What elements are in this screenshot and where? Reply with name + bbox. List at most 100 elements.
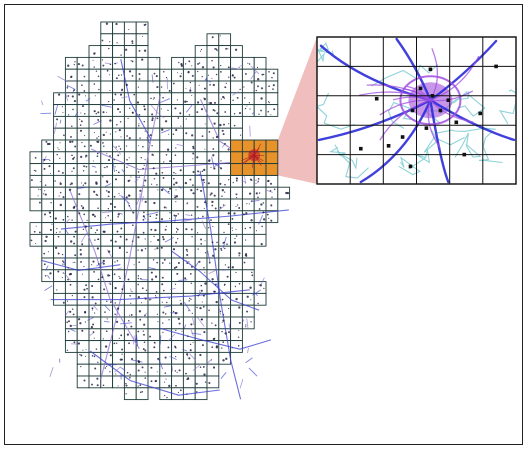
settlement-dot (156, 184, 158, 186)
settlement-dot (203, 168, 206, 172)
settlement-dot (107, 214, 109, 217)
settlement-dot (120, 136, 122, 138)
road-segment (185, 259, 191, 265)
map-tile (171, 174, 184, 188)
settlement-dot (116, 342, 118, 344)
settlement-dot (244, 107, 247, 110)
inset-border (316, 36, 517, 185)
settlement-dot (156, 86, 159, 89)
settlement-dot (131, 60, 134, 63)
settlement-dot (236, 97, 239, 99)
road-segment (114, 366, 121, 373)
settlement-dot (56, 118, 59, 121)
settlement-dot (208, 227, 210, 229)
road-line (100, 94, 162, 380)
map-tile (171, 80, 184, 94)
road-segment (213, 163, 219, 169)
settlement-dot (189, 273, 192, 275)
map-tile (64, 245, 78, 259)
settlement-dot (95, 171, 97, 173)
settlement-dot (138, 261, 141, 264)
map-tile (159, 340, 173, 353)
settlement-dot (95, 182, 98, 185)
settlement-dot (210, 166, 212, 168)
settlement-dot (228, 76, 230, 78)
settlement-dot (82, 349, 84, 351)
settlement-dot (91, 213, 95, 216)
map-tile (41, 139, 55, 153)
settlement-dot (93, 355, 96, 358)
settlement-dot (185, 118, 187, 120)
road-segment (182, 349, 188, 352)
settlement-dot (104, 167, 106, 169)
map-tile (100, 186, 114, 200)
settlement-dot (260, 242, 263, 246)
map-tile (253, 104, 267, 117)
settlement-dot (115, 131, 117, 133)
settlement-dot (137, 236, 140, 239)
settlement-dot (74, 261, 76, 263)
settlement-dot (59, 157, 61, 159)
map-tile (206, 222, 220, 235)
inset-boundary (387, 101, 416, 129)
settlement-dot (220, 247, 223, 250)
settlement-dot (152, 98, 154, 100)
settlement-dot (101, 276, 104, 279)
map-tile (218, 68, 232, 82)
settlement-dot (251, 274, 254, 277)
settlement-dot (80, 120, 83, 123)
map-tile (100, 375, 114, 389)
settlement-dot (56, 289, 58, 291)
map-tile (53, 281, 66, 294)
road-segment (247, 347, 249, 354)
settlement-dot (80, 182, 83, 184)
settlement-dot (59, 182, 62, 186)
settlement-dot (73, 63, 75, 66)
settlement-dot (215, 300, 218, 304)
road-segment (245, 357, 253, 364)
settlement-dot (143, 164, 145, 167)
map-tile (147, 68, 161, 82)
map-tile (88, 56, 102, 70)
map-tile (218, 163, 232, 176)
settlement-dot (201, 170, 204, 173)
settlement-dot (39, 181, 41, 183)
settlement-dot (208, 102, 210, 104)
road-line (160, 327, 272, 350)
settlement-dot (256, 66, 259, 69)
map-tile (194, 210, 208, 224)
settlement-dot (215, 135, 219, 139)
map-tile (135, 281, 149, 294)
map-tile (147, 328, 161, 342)
settlement-dot (150, 366, 153, 369)
settlement-dot (131, 111, 134, 114)
map-tile (64, 127, 78, 141)
settlement-dot (212, 226, 214, 228)
settlement-dot (161, 171, 164, 174)
settlement-dot (103, 288, 106, 291)
map-tile (135, 387, 149, 401)
settlement-dot (250, 219, 253, 222)
map-tile (112, 174, 125, 188)
inset-major-road (317, 99, 432, 142)
settlement-dot (185, 132, 188, 135)
road-segment (167, 333, 176, 342)
settlement-dot (188, 114, 191, 116)
settlement-dot (67, 278, 69, 281)
settlement-dot (270, 204, 273, 207)
settlement-dot (208, 381, 211, 385)
map-tile (76, 245, 90, 259)
map-tile (135, 151, 149, 165)
road-segment (141, 195, 144, 202)
settlement-dot (96, 247, 100, 250)
settlement-dot (114, 302, 116, 304)
settlement-dot (120, 227, 123, 230)
settlement-dot (56, 153, 58, 156)
settlement-dot (155, 213, 158, 216)
settlement-dot (125, 145, 128, 147)
settlement-dot (189, 297, 191, 300)
settlement-dot (45, 140, 48, 143)
map-tile (123, 351, 137, 365)
map-tile (206, 186, 220, 200)
